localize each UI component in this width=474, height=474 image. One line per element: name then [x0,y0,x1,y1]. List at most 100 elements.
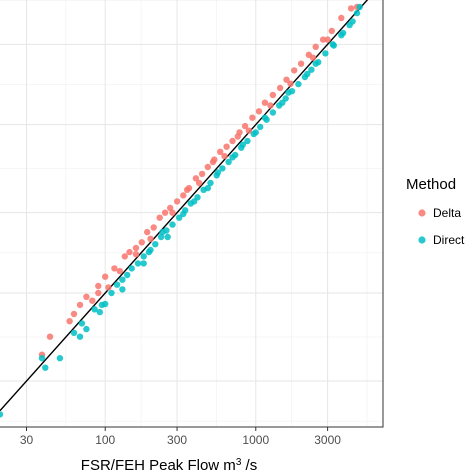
point-delta [269,91,277,99]
point-delta [267,102,274,109]
data-points [0,3,363,418]
point-delta [276,84,284,92]
point-delta [287,80,294,87]
legend-key-delta [418,209,426,217]
legend-label-direct: Direct [433,233,465,247]
x-axis-title-tail: /s [241,457,257,474]
point-direct [207,179,214,187]
point-direct [279,99,286,106]
point-direct [83,325,90,333]
point-direct [353,9,361,17]
point-delta [83,293,90,300]
point-direct [261,114,269,121]
point-delta [169,209,176,216]
legend-key-direct [418,236,426,244]
point-direct [124,271,131,279]
point-delta [150,224,157,231]
point-delta [234,133,241,140]
point-direct [229,154,236,161]
point-direct [239,141,246,148]
point-direct [257,123,264,131]
x-tick-label: 30 [20,433,34,447]
point-direct [119,276,126,283]
reference-line-layer [0,0,369,412]
point-direct [128,265,135,272]
grid-lines [0,0,383,427]
point-direct [56,355,64,362]
point-direct [269,109,277,116]
x-axis-title-main: FSR/FEH Peak Flow m [81,457,236,474]
point-delta [46,333,54,340]
point-delta [173,198,181,205]
point-direct [42,364,49,371]
point-direct [113,281,121,288]
point-delta [255,108,263,115]
point-delta [249,114,256,121]
point-direct [134,260,142,267]
point-direct [140,260,147,267]
point-direct [70,329,78,336]
point-delta [319,36,327,43]
point-delta [241,122,249,130]
point-delta [95,282,102,290]
point-direct [349,18,356,25]
point-direct [38,355,46,362]
point-delta [192,175,200,182]
point-direct [204,184,211,192]
point-delta [229,137,236,145]
point-delta [121,253,128,260]
point-delta [223,143,230,150]
point-delta [105,284,112,291]
point-delta [221,152,228,160]
point-delta [198,170,206,178]
x-tick-label: 1000 [242,433,269,447]
point-delta [309,54,317,61]
point-direct [312,60,319,67]
point-direct [252,129,259,136]
point-direct [295,80,302,88]
point-direct [76,333,84,340]
point-direct [225,158,232,166]
reference-line-1-to-1 [0,0,369,412]
point-delta [297,60,305,67]
point-delta [347,5,355,12]
point-delta [147,235,154,242]
legend-entries: Delta Direct [418,206,465,247]
point-direct [304,70,311,78]
point-delta [89,297,96,304]
point-direct [176,214,183,221]
point-delta [66,318,73,325]
legend: Method Delta Direct [406,176,465,247]
x-tick-label: 300 [167,433,187,447]
point-direct [164,233,171,241]
point-direct [169,221,176,228]
point-delta [126,248,133,256]
point-direct [152,241,159,248]
point-delta [328,27,335,35]
point-delta [291,67,298,74]
point-direct [339,29,347,37]
point-delta [195,179,203,187]
x-axis-ticks: 30 100 300 1000 3000 [20,427,341,447]
point-direct [147,246,154,254]
point-direct [159,228,166,236]
point-delta [217,148,224,155]
point-delta [283,76,290,83]
legend-title: Method [406,176,456,193]
point-delta [111,265,118,272]
point-delta [312,43,319,50]
legend-label-delta: Delta [433,206,461,220]
point-delta [161,209,169,216]
point-direct [285,89,292,96]
point-direct [91,306,98,313]
point-direct [78,320,86,327]
point-delta [209,158,217,166]
point-delta [138,239,145,246]
point-direct [308,66,315,73]
point-direct [244,137,251,145]
point-delta [183,186,191,193]
x-tick-label: 3000 [314,433,341,447]
point-delta [95,289,102,297]
point-direct [0,411,4,418]
